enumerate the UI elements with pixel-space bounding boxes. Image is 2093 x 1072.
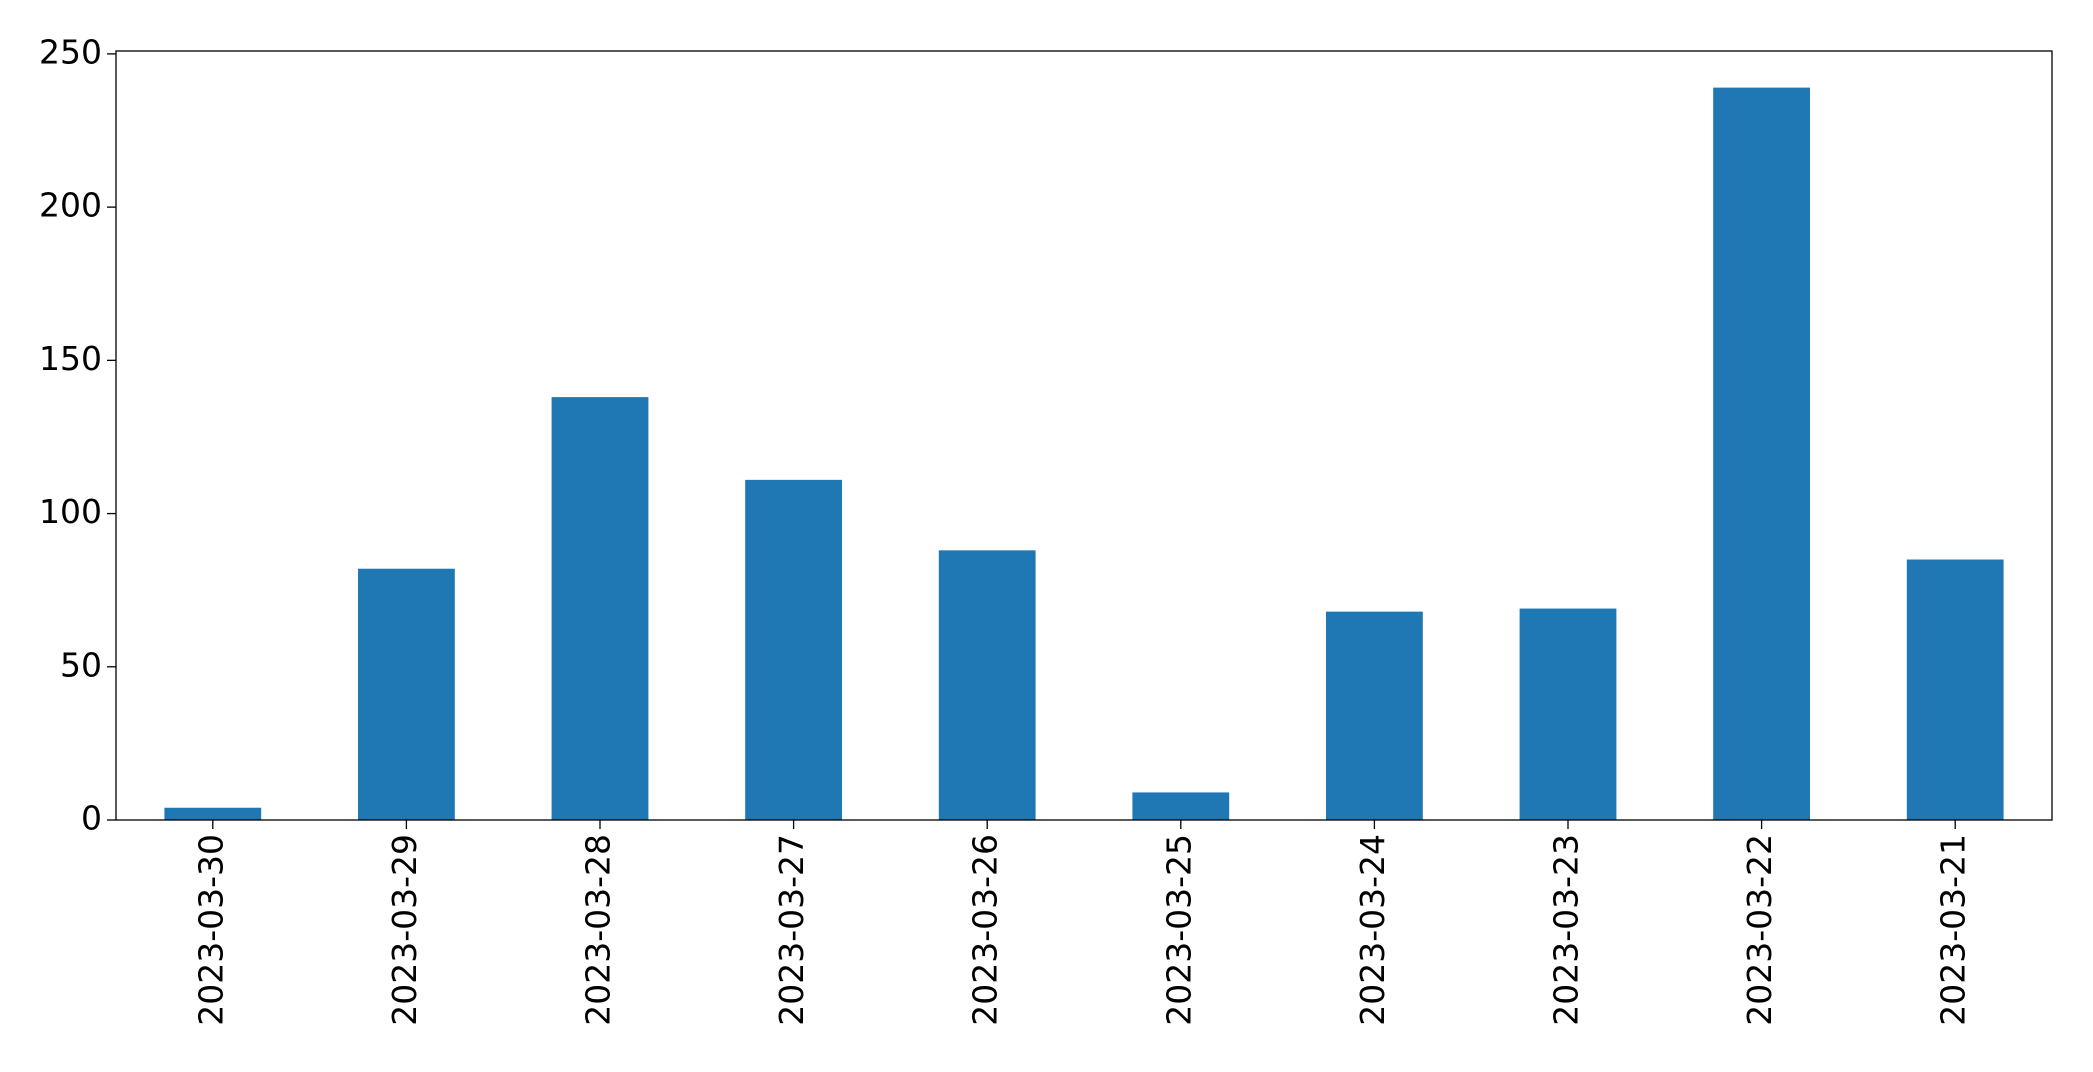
bar bbox=[1713, 87, 1810, 821]
x-tick-label: 2023-03-25 bbox=[1159, 834, 1198, 1026]
bar bbox=[1326, 611, 1423, 820]
x-tick-label: 2023-03-28 bbox=[579, 834, 618, 1026]
bar bbox=[1906, 559, 2004, 820]
x-tick-label: 2023-03-24 bbox=[1353, 834, 1392, 1026]
bar bbox=[745, 479, 842, 820]
bar bbox=[551, 397, 649, 820]
y-tick-label: 0 bbox=[81, 799, 102, 838]
bar bbox=[358, 568, 455, 820]
x-tick-label: 2023-03-27 bbox=[772, 834, 811, 1026]
y-tick-label: 50 bbox=[60, 645, 102, 684]
x-tick-label: 2023-03-21 bbox=[1934, 834, 1973, 1026]
y-tick-label: 150 bbox=[39, 339, 102, 378]
bar bbox=[1519, 608, 1617, 820]
y-tick-label: 250 bbox=[39, 32, 102, 71]
x-tick-label: 2023-03-29 bbox=[385, 834, 424, 1026]
x-tick-label: 2023-03-26 bbox=[966, 834, 1005, 1026]
y-tick-label: 200 bbox=[39, 186, 102, 225]
plot-frame bbox=[115, 50, 2053, 821]
bar bbox=[1132, 792, 1230, 820]
x-tick-label: 2023-03-30 bbox=[191, 834, 230, 1026]
x-tick-label: 2023-03-22 bbox=[1740, 834, 1779, 1026]
bar bbox=[938, 550, 1036, 820]
bar bbox=[164, 807, 262, 820]
x-tick-label: 2023-03-23 bbox=[1547, 834, 1586, 1026]
y-tick-label: 100 bbox=[39, 492, 102, 531]
